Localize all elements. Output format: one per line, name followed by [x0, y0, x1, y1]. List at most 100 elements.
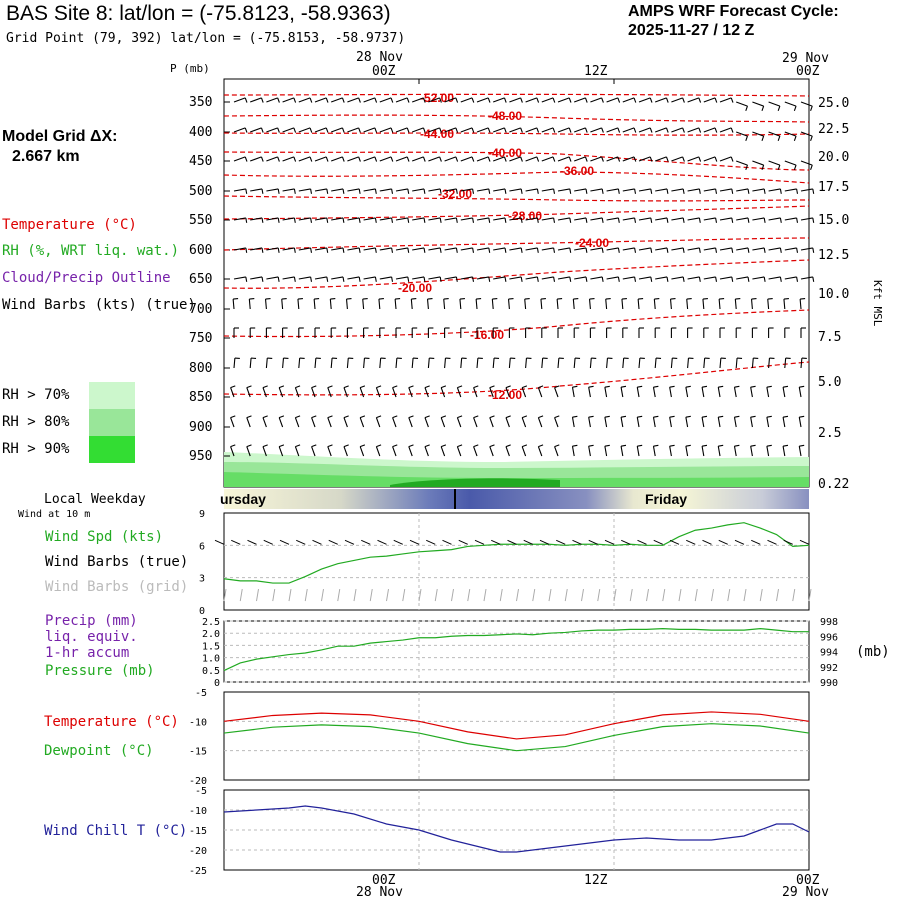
wind-barb — [669, 387, 672, 398]
wind-barb — [800, 357, 803, 369]
wind-barb-flag — [503, 97, 507, 103]
wind-barb — [571, 446, 575, 457]
wind-barb — [298, 217, 311, 221]
wind-barb-flag — [698, 188, 701, 194]
wind-barb — [282, 247, 295, 251]
wind-barb-true — [214, 539, 225, 545]
legend-rh80-label: RH > 80% — [2, 414, 70, 430]
wind-barb-true — [312, 539, 322, 545]
wind-barb-flag — [552, 97, 556, 103]
wind-barb-true — [734, 539, 745, 545]
wind-barb-flag — [326, 188, 329, 194]
wind-barb-flag — [244, 97, 248, 103]
wind-barb-flag — [278, 444, 285, 448]
wind-barb — [701, 387, 705, 398]
wind-barb — [525, 188, 538, 192]
h-tick-25: 25.0 — [818, 96, 850, 111]
wind-barb — [622, 156, 635, 162]
chill-y-tick: -25 — [189, 866, 207, 877]
wind-barb-flag — [698, 127, 702, 133]
wind-barb-grid — [581, 588, 584, 602]
wind-barb — [412, 156, 424, 162]
wind-barb — [327, 417, 332, 428]
temperature-label: Temperature (°C) — [44, 714, 179, 730]
wind-barb — [489, 387, 494, 398]
wind-barb-true — [572, 539, 582, 545]
wind-barb-flag — [520, 156, 523, 162]
wind-barb — [525, 217, 538, 221]
wind-barb-flag — [376, 415, 382, 419]
wind-barb-true — [231, 539, 241, 545]
wind-barb-grid — [776, 588, 779, 602]
wind-barb — [424, 387, 429, 398]
wind-barb-true — [702, 539, 712, 545]
wind-barb-flag — [246, 415, 252, 419]
wind-barb — [557, 127, 570, 133]
wind-barb-flag — [260, 127, 264, 133]
wind-barb — [525, 156, 538, 162]
contour-label: -52.00 — [420, 91, 454, 105]
wind-barb — [509, 247, 522, 251]
wind-barb — [557, 188, 570, 192]
wind-barb-flag — [246, 385, 252, 389]
wind-barb-flag — [520, 97, 523, 103]
wind-barb — [493, 127, 505, 133]
wind-barb-flag — [536, 127, 540, 133]
wind-barb — [331, 188, 344, 192]
wind-barb — [637, 298, 640, 310]
wind-barb-flag — [653, 415, 659, 418]
wind-barb — [687, 188, 700, 192]
wind-barb-flag — [295, 444, 301, 448]
pressure-line — [223, 628, 809, 672]
pressure-y-tick: 996 — [820, 632, 838, 643]
wind-barb — [670, 357, 673, 369]
p-tick-700: 700 — [189, 302, 213, 317]
wind-barb-flag — [734, 444, 740, 447]
wind-barb-grid — [239, 588, 243, 602]
wind-barb — [606, 217, 619, 221]
wind-barb — [375, 446, 381, 457]
wind-barb-grid — [223, 588, 227, 602]
wind-barb-flag — [488, 217, 491, 223]
wind-barb-flag — [406, 156, 410, 162]
wind-barb-flag — [793, 164, 797, 170]
wind-barb — [282, 97, 295, 103]
wind-barb-flag — [633, 127, 637, 133]
wind-barb-flag — [374, 156, 378, 162]
wind-barb — [282, 276, 295, 280]
wind-barb — [701, 446, 705, 457]
wind-barb-flag — [374, 276, 377, 282]
wind-barb-flag — [392, 385, 398, 389]
wind-barb-flag — [262, 415, 268, 419]
wind-barb — [638, 156, 651, 162]
wind-barb — [460, 97, 473, 103]
wind-barb — [473, 446, 478, 457]
contour-label: -40.00 — [488, 146, 522, 160]
wind-barb — [392, 417, 397, 428]
wind-barb — [669, 417, 672, 428]
wind-barb-flag — [698, 276, 701, 282]
legend-rh70-label: RH > 70% — [2, 387, 70, 403]
wind-barb — [784, 160, 797, 166]
legend-cloud-outline: Cloud/Precip Outline — [2, 270, 171, 286]
wind-barb-flag — [341, 97, 345, 103]
wind-barb-true — [653, 539, 663, 545]
wind-barb-flag — [777, 135, 781, 141]
wind-barb — [736, 188, 749, 192]
wind-barb — [767, 298, 770, 310]
wind-barb-true — [588, 539, 598, 545]
precip-accum-label: 1-hr accum — [45, 645, 130, 661]
wind-barb — [475, 298, 478, 310]
wind-barb-flag — [358, 156, 361, 162]
wind-barb — [394, 298, 397, 310]
wind-barb — [768, 188, 781, 192]
wind-barb — [233, 127, 246, 133]
wind-barb-flag — [810, 164, 813, 170]
wind-barb — [262, 417, 267, 428]
wind-barb-flag — [536, 217, 539, 223]
wind-barb-true — [377, 539, 387, 545]
wind-barb — [590, 217, 603, 221]
wind-barb — [248, 298, 251, 310]
wind-barb-flag — [637, 444, 643, 447]
wind-barb-flag — [650, 188, 653, 194]
